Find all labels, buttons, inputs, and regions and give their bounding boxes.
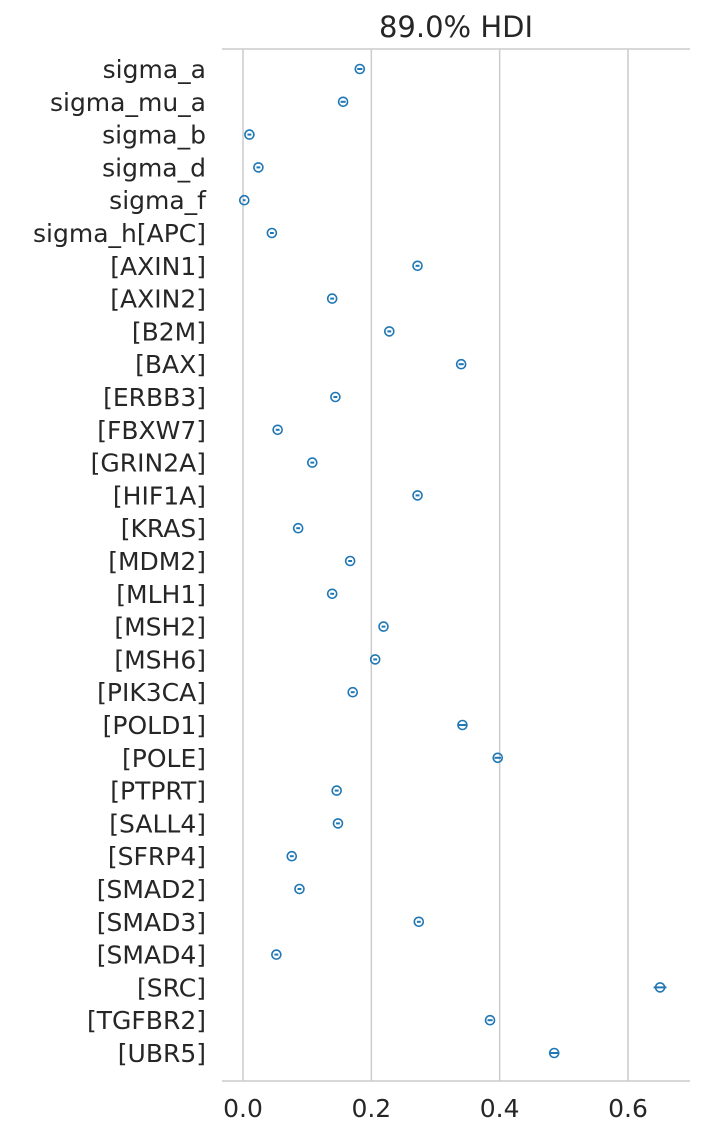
mean-point	[253, 162, 264, 173]
row-label: [B2M]	[132, 317, 206, 346]
row-label: sigma_h[APC]	[33, 219, 206, 248]
x-tick-label: 0.0	[223, 1094, 263, 1123]
row-label: [HIF1A]	[113, 481, 206, 510]
mean-point	[455, 358, 467, 370]
row-label: sigma_f	[109, 186, 207, 215]
mean-point	[369, 654, 381, 665]
row-label: [POLD1]	[103, 711, 206, 740]
x-tick-label: 0.4	[480, 1094, 520, 1123]
mean-point	[484, 1014, 496, 1026]
row-label: [MSH6]	[114, 645, 206, 674]
row-label: [PIK3CA]	[97, 678, 206, 707]
mean-point	[326, 588, 338, 600]
mean-point	[412, 260, 423, 272]
mean-point	[326, 293, 338, 304]
mean-point	[331, 785, 342, 796]
row-label: sigma_a	[103, 55, 206, 84]
row-label: [SALL4]	[109, 809, 206, 838]
mean-point	[354, 63, 366, 75]
mean-point	[266, 227, 278, 239]
mean-point	[413, 916, 425, 928]
mean-point	[347, 686, 359, 698]
mean-point	[306, 457, 318, 468]
mean-point	[271, 949, 282, 960]
mean-point	[332, 818, 344, 829]
row-label: [TGFBR2]	[87, 1006, 206, 1035]
x-tick-labels: 0.0 0.2 0.4 0.6	[223, 1094, 648, 1123]
mean-point	[337, 96, 349, 108]
row-label: [KRAS]	[121, 514, 206, 543]
row-label: [MLH1]	[116, 580, 206, 609]
row-label: [SMAD3]	[97, 908, 206, 937]
mean-point	[244, 129, 255, 140]
row-label: [SFRP4]	[108, 842, 206, 871]
mean-point	[272, 424, 283, 436]
mean-point	[292, 522, 304, 534]
row-label: [MDM2]	[108, 547, 206, 576]
mean-point	[294, 883, 305, 895]
row-label: [AXIN1]	[110, 252, 206, 281]
x-tick-label: 0.2	[351, 1094, 391, 1123]
row-label: [SRC]	[137, 973, 206, 1002]
x-tick-label: 0.6	[608, 1094, 648, 1123]
mean-point	[344, 555, 356, 567]
row-label: [UBR5]	[118, 1039, 206, 1068]
row-label: sigma_d	[102, 153, 206, 182]
marks-layer	[238, 63, 667, 1059]
row-label: [POLE]	[122, 744, 206, 773]
mean-point	[330, 391, 341, 403]
row-label: sigma_mu_a	[50, 88, 206, 117]
row-label: [ERBB3]	[103, 383, 206, 412]
mean-point	[548, 1047, 560, 1059]
row-label: [SMAD4]	[97, 941, 206, 970]
row-label: sigma_b	[102, 121, 206, 150]
chart-title: 89.0% HDI	[379, 10, 533, 44]
mean-point	[457, 719, 468, 731]
mean-point	[286, 850, 298, 862]
row-labels: sigma_a sigma_mu_a sigma_b sigma_d sigma_fsi…	[33, 55, 207, 1068]
row-label: [MSH2]	[114, 613, 206, 642]
mean-point	[492, 752, 504, 764]
row-label: [GRIN2A]	[91, 449, 206, 478]
mean-point	[383, 326, 395, 337]
row-label: [PTPRT]	[110, 777, 206, 806]
mean-point	[378, 621, 389, 632]
mean-point	[412, 490, 423, 501]
row-label: [FBXW7]	[97, 416, 206, 445]
mean-point	[654, 982, 666, 993]
grid-layer	[242, 49, 629, 1081]
mean-point	[238, 194, 250, 206]
row-label: [AXIN2]	[110, 285, 206, 314]
row-label: [SMAD2]	[97, 875, 206, 904]
row-label: [BAX]	[135, 350, 206, 379]
